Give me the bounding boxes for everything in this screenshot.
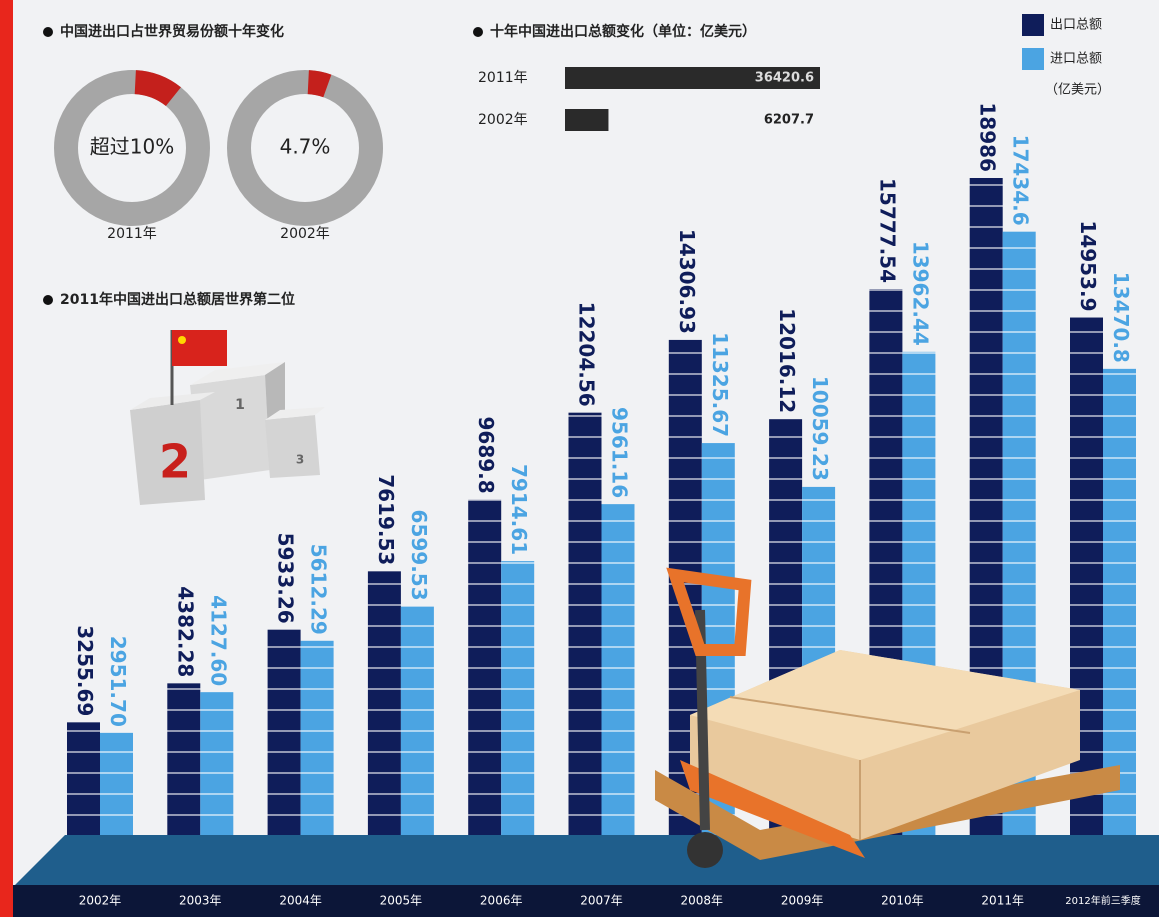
x-tick-label: 2012年前三季度 xyxy=(1065,894,1140,907)
legend-swatch xyxy=(1022,48,1044,70)
bar xyxy=(300,640,334,835)
podium-top xyxy=(190,362,285,385)
legend-unit: （亿美元） xyxy=(1045,83,1110,98)
jack-wheel xyxy=(687,832,723,868)
bar-value-label: 5612.29 xyxy=(307,544,331,635)
donut-label: 超过10% xyxy=(90,135,174,159)
pallet-jack-illustration xyxy=(655,567,1120,868)
donut-track xyxy=(227,70,383,226)
bar-value-label: 7914.61 xyxy=(507,464,531,555)
bar-value-label: 9561.16 xyxy=(608,407,632,498)
donut-label: 4.7% xyxy=(280,135,331,159)
bar-value-label: 10059.23 xyxy=(808,376,832,481)
bar xyxy=(200,692,234,835)
x-tick-label: 2004年 xyxy=(279,894,322,908)
bar xyxy=(601,504,635,835)
donut-category: 2002年 xyxy=(280,226,330,242)
donut-track xyxy=(54,70,210,226)
box-lines xyxy=(729,696,971,734)
flag xyxy=(172,330,227,366)
podium-block xyxy=(190,375,270,480)
axis-strip xyxy=(13,885,1159,917)
hbar-category: 2002年 xyxy=(478,112,528,128)
hbar-category: 2011年 xyxy=(478,70,528,86)
bar-value-label: 12016.12 xyxy=(775,308,799,413)
donut-segment xyxy=(307,70,332,98)
podium-place: 2 xyxy=(159,435,191,489)
bar-value-label: 17434.6 xyxy=(1009,135,1033,226)
bar-value-label: 2951.70 xyxy=(106,636,130,727)
bar xyxy=(468,499,502,835)
bar-value-label: 6599.53 xyxy=(407,510,431,601)
platform xyxy=(15,835,1159,885)
bar xyxy=(400,606,434,835)
hbar xyxy=(565,109,609,131)
bar xyxy=(267,629,301,835)
side-stripe xyxy=(0,0,13,917)
bullet xyxy=(43,295,53,305)
bar-value-label: 14953.9 xyxy=(1076,220,1100,311)
x-tick-label: 2002年 xyxy=(79,894,122,908)
legend-label: 进口总额 xyxy=(1050,52,1102,67)
section-title: 十年中国进出口总额变化（单位：亿美元） xyxy=(490,23,756,40)
bar xyxy=(1103,368,1136,835)
bar-value-label: 4382.28 xyxy=(173,586,197,677)
bullet xyxy=(43,27,53,37)
bar-value-label: 18986 xyxy=(976,102,1000,172)
jack-grip xyxy=(666,567,752,656)
bar-value-label: 13962.44 xyxy=(908,241,932,346)
bar-value-label: 5933.26 xyxy=(274,533,298,624)
boxes-top xyxy=(690,650,1080,760)
x-tick-label: 2008年 xyxy=(681,894,724,908)
x-tick-label: 2003年 xyxy=(179,894,222,908)
bar-value-label: 15777.54 xyxy=(875,178,899,283)
podium-block xyxy=(265,415,320,478)
bar-value-label: 14306.93 xyxy=(675,229,699,334)
bar xyxy=(501,561,535,835)
bar-value-label: 13470.8 xyxy=(1109,272,1133,363)
flag-star xyxy=(178,336,186,344)
jack-fork xyxy=(680,760,865,858)
x-tick-label: 2007年 xyxy=(580,894,623,908)
bar xyxy=(67,722,100,835)
legend-swatch xyxy=(1022,14,1044,36)
podium-top xyxy=(265,407,325,420)
hbar xyxy=(565,67,820,89)
x-tick-label: 2011年 xyxy=(981,894,1024,908)
bullet xyxy=(473,27,483,37)
bar xyxy=(367,571,401,835)
bar xyxy=(167,683,201,835)
podium-place: 1 xyxy=(235,397,245,413)
bar-value-label: 11325.67 xyxy=(708,332,732,437)
x-tick-label: 2005年 xyxy=(380,894,423,908)
section-title: 2011年中国进出口总额居世界第二位 xyxy=(60,291,295,308)
hbar-value: 36420.6 xyxy=(755,71,814,86)
donut-segment xyxy=(134,70,181,107)
bar xyxy=(100,732,133,835)
podium-place: 3 xyxy=(296,453,304,467)
x-tick-label: 2010年 xyxy=(881,894,924,908)
legend-label: 出口总额 xyxy=(1050,18,1102,33)
bar-value-label: 3255.69 xyxy=(73,625,97,716)
bar-value-label: 7619.53 xyxy=(374,474,398,565)
bar-value-label: 4127.60 xyxy=(206,595,230,686)
donut-category: 2011年 xyxy=(107,226,157,242)
podium-block xyxy=(130,400,205,505)
x-tick-label: 2009年 xyxy=(781,894,824,908)
bar-value-label: 12204.56 xyxy=(575,302,599,407)
hbar-value: 6207.7 xyxy=(764,113,814,128)
podium-illustration: 2 1 3 xyxy=(130,330,325,505)
bar-value-label: 9689.8 xyxy=(474,417,498,494)
bar xyxy=(568,412,602,835)
x-tick-label: 2006年 xyxy=(480,894,523,908)
section-title: 中国进出口占世界贸易份额十年变化 xyxy=(60,23,284,40)
